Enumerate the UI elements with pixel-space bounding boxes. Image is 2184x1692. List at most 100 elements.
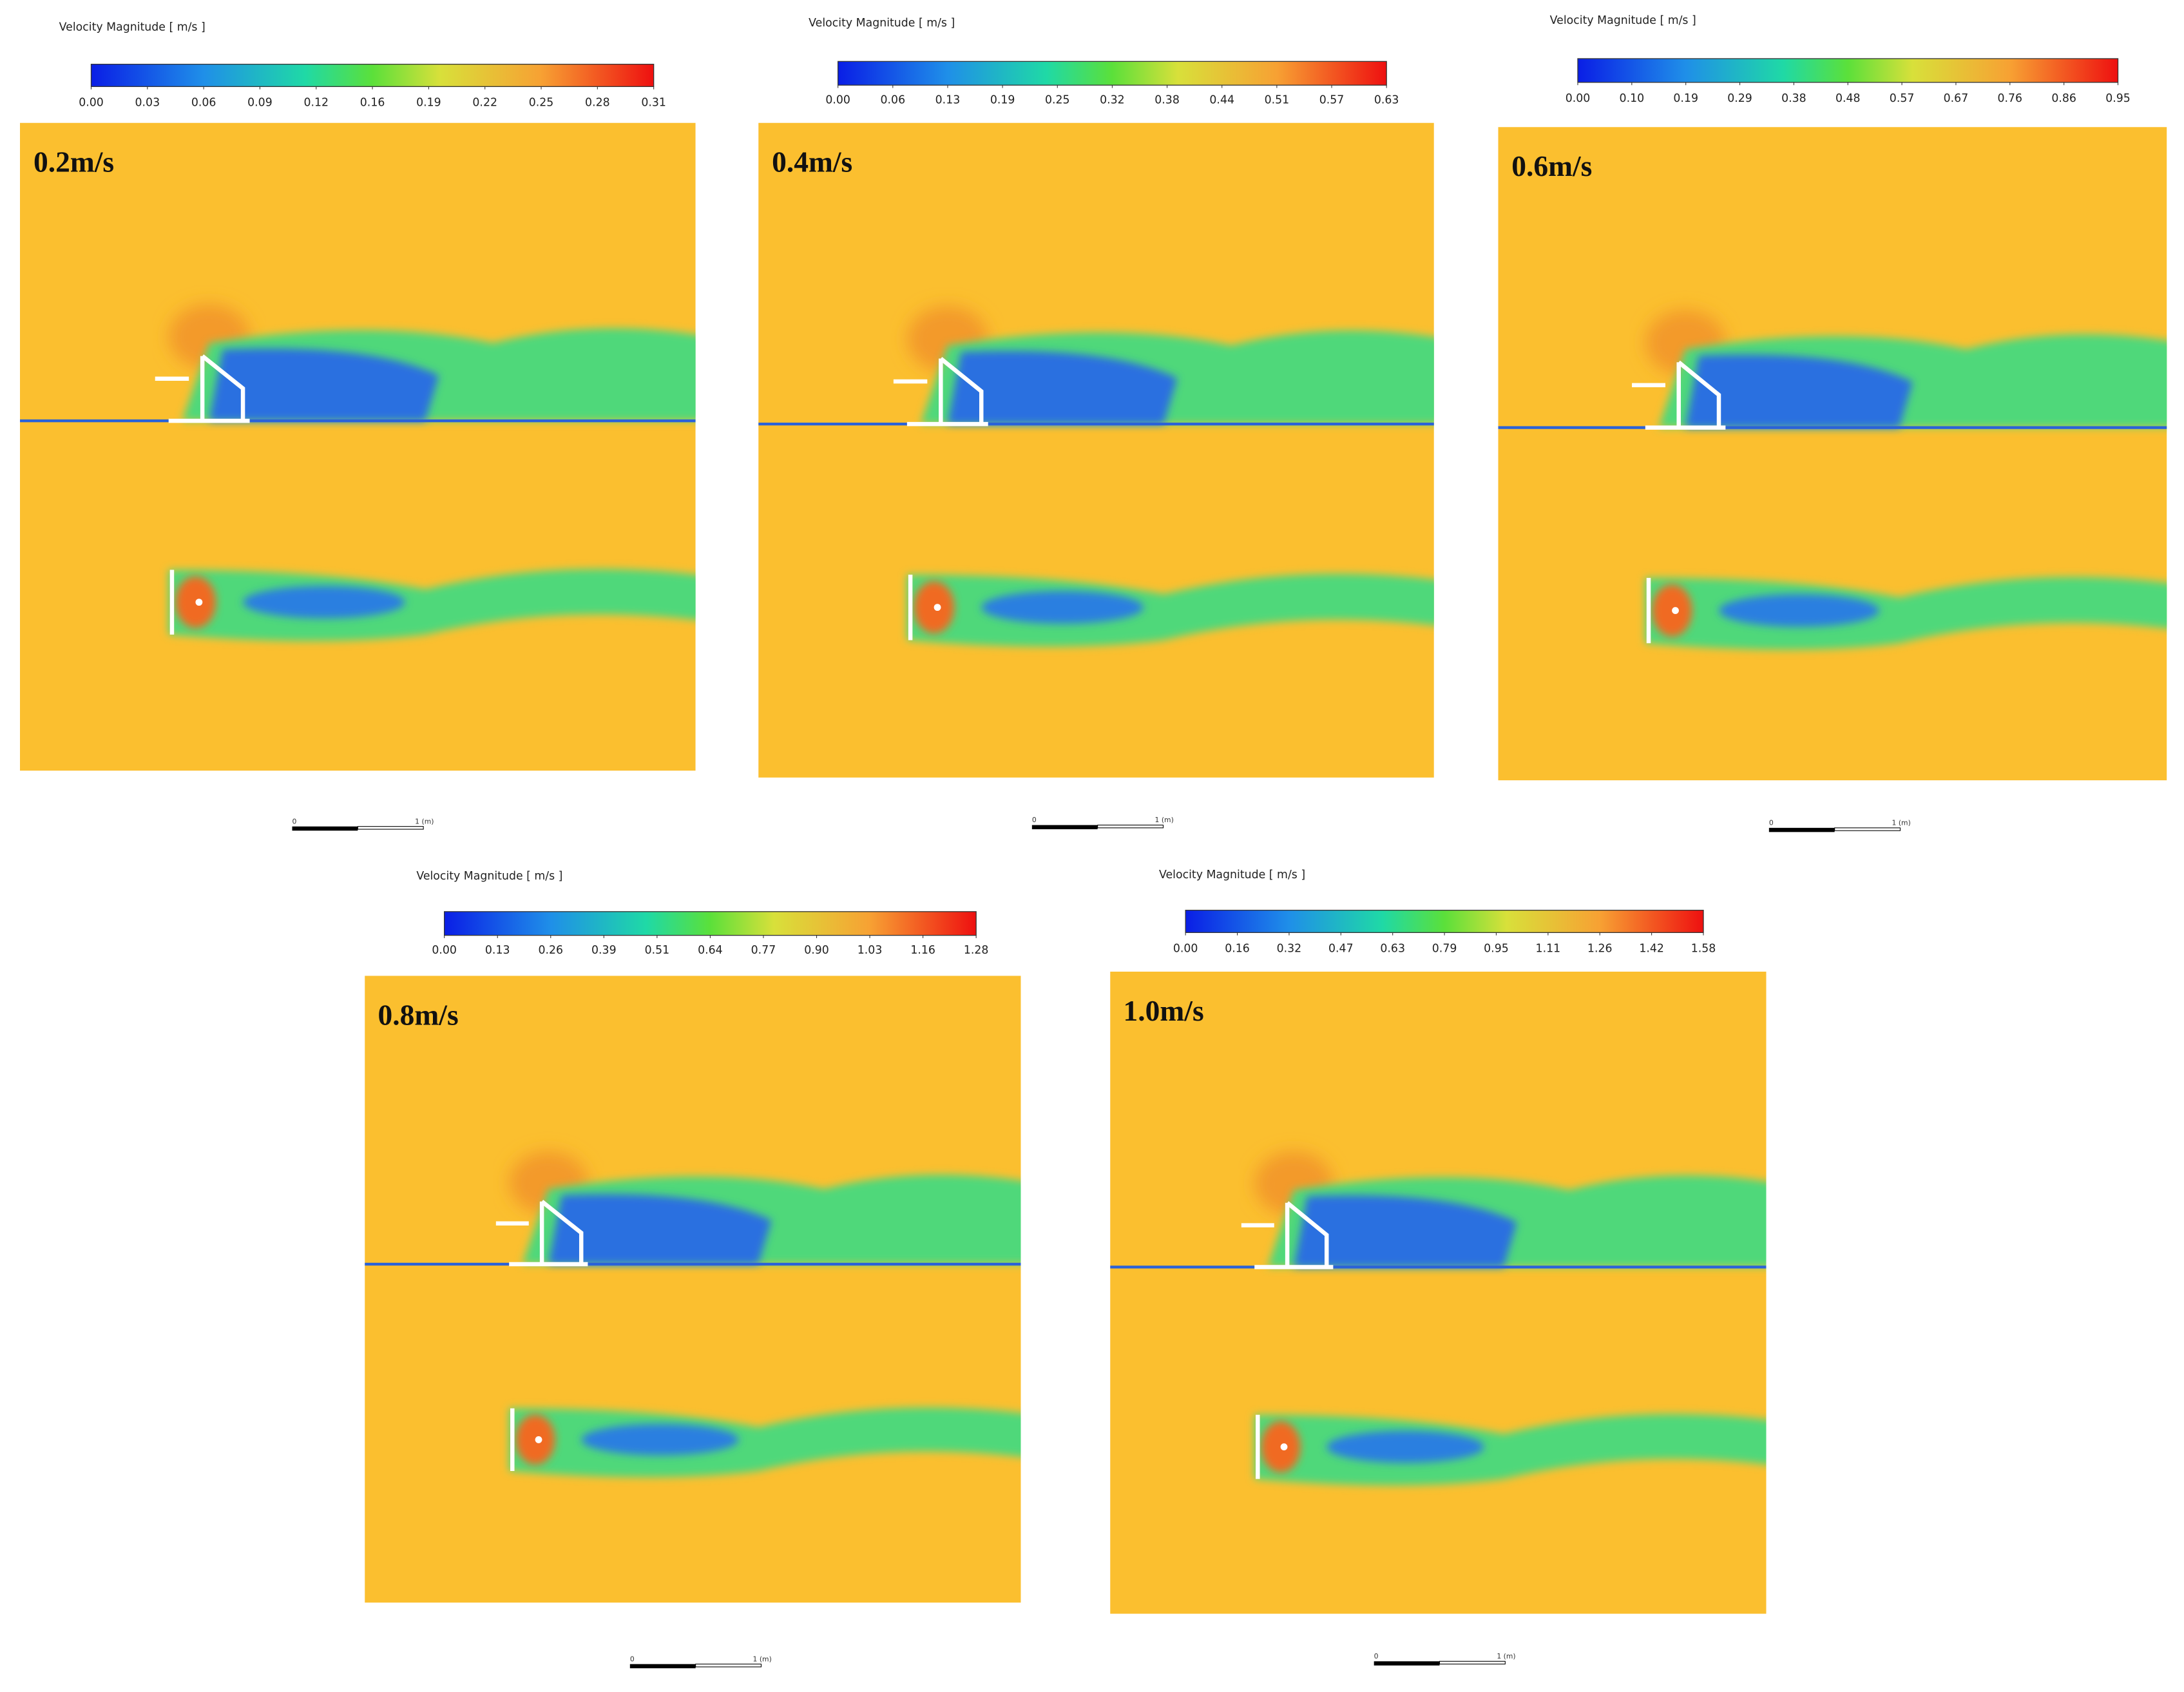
contour-field xyxy=(758,122,1434,778)
colorbar xyxy=(1185,910,1704,933)
scale-bar-white xyxy=(1097,824,1164,829)
contour-background xyxy=(365,976,1021,1603)
scale-start: 0 xyxy=(292,817,297,825)
colorbar-tick-label: 1.26 xyxy=(1587,943,1613,956)
scale-bar-white xyxy=(1439,1660,1506,1665)
speed-label: 1.0m/s xyxy=(1124,994,1204,1027)
colorbar-tick-label: 0.44 xyxy=(1209,93,1234,106)
speed-label: 0.6m/s xyxy=(1511,149,1592,182)
colorbar-tick-label: 0.32 xyxy=(1100,93,1125,106)
wake-top-core xyxy=(548,1194,772,1265)
wake-bottom-core xyxy=(581,1424,739,1456)
colorbar-tick-label: 0.51 xyxy=(1265,93,1290,106)
scale-bar-white xyxy=(357,826,424,830)
colorbar-tick-label: 0.38 xyxy=(1154,93,1180,106)
colorbar-tick-label: 0.13 xyxy=(485,944,510,957)
wake-top-core xyxy=(947,351,1178,425)
wall xyxy=(758,422,1434,426)
structure xyxy=(1632,360,1726,644)
panel: Velocity Magnitude [ m/s ] 0.00 0.10 0.19 0.… xyxy=(1498,14,2167,832)
hub xyxy=(195,599,203,606)
colorbar-tick-label: 1.42 xyxy=(1639,943,1664,956)
hub xyxy=(1672,607,1679,614)
scale-bar-black xyxy=(629,1664,696,1669)
wake-top-core xyxy=(209,348,439,421)
colorbar-tick-label: 0.95 xyxy=(2105,92,2131,105)
contour-field xyxy=(1110,972,1767,1614)
speed-label: 0.2m/s xyxy=(34,145,114,178)
scale-bar-white xyxy=(1834,827,1901,831)
panel: Velocity Magnitude [ m/s ] 0.00 0.16 0.32 0.… xyxy=(1110,869,1767,1666)
hub xyxy=(535,1436,542,1443)
structure xyxy=(893,356,988,640)
colorbar-tick-label: 0.16 xyxy=(360,97,385,110)
colorbar-tick-label: 0.63 xyxy=(1380,943,1405,956)
scale-end: 1 (m) xyxy=(1892,818,1910,827)
wake-bottom-core xyxy=(1327,1430,1484,1463)
colorbar-tick-label: 0.64 xyxy=(698,944,723,957)
wall xyxy=(365,1262,1021,1266)
colorbar-tick-label: 0.13 xyxy=(935,93,961,106)
wake-bottom-core xyxy=(981,591,1144,624)
legend-title: Velocity Magnitude [ m/s ] xyxy=(59,21,206,34)
speed-label: 0.4m/s xyxy=(772,145,852,178)
colorbar-tick-label: 0.25 xyxy=(529,97,554,110)
scale-end: 1 (m) xyxy=(415,817,434,825)
colorbar-tick-label: 0.67 xyxy=(1944,92,1969,105)
colorbar-tick-label: 0.19 xyxy=(990,93,1015,106)
wake-bottom-core xyxy=(1718,594,1880,627)
colorbar-tick-label: 0.79 xyxy=(1432,943,1457,956)
scale-end: 1 (m) xyxy=(752,1655,771,1663)
speed-label: 0.8m/s xyxy=(378,998,459,1031)
colorbar-tick-label: 0.57 xyxy=(1890,92,1915,105)
colorbar-tick-label: 0.00 xyxy=(825,93,850,106)
colorbar-tick-label: 0.57 xyxy=(1319,93,1345,106)
scale-start: 0 xyxy=(1374,1652,1379,1660)
scale-bar-black xyxy=(1374,1661,1440,1666)
colorbar-tick-label: 0.29 xyxy=(1727,92,1752,105)
structure xyxy=(155,354,250,635)
colorbar-tick-label: 0.19 xyxy=(1673,92,1698,105)
contour-background xyxy=(1498,127,2167,781)
scale-end: 1 (m) xyxy=(1497,1652,1515,1660)
contour-background xyxy=(1110,972,1767,1614)
scale-bar-black xyxy=(1768,827,1835,832)
colorbar-tick-label: 0.90 xyxy=(804,944,829,957)
legend-title: Velocity Magnitude [ m/s ] xyxy=(1159,869,1305,881)
colorbar-tick-label: 0.38 xyxy=(1781,92,1806,105)
scale-start: 0 xyxy=(1032,816,1037,824)
wall xyxy=(1498,426,2167,429)
colorbar-tick-label: 0.00 xyxy=(432,944,457,957)
legend-title: Velocity Magnitude [ m/s ] xyxy=(416,870,562,883)
wake-top-core xyxy=(1294,1195,1517,1267)
legend-title: Velocity Magnitude [ m/s ] xyxy=(1550,14,1696,27)
colorbar-tick-label: 1.58 xyxy=(1691,943,1716,956)
structure xyxy=(495,1200,588,1472)
wake-top-core xyxy=(1685,354,1913,428)
panel: Velocity Magnitude [ m/s ] 0.00 0.13 0.26 0.… xyxy=(365,870,1021,1669)
colorbar-tick-label: 0.00 xyxy=(1566,92,1591,105)
contour-background xyxy=(20,122,696,771)
scale-bar-black xyxy=(292,826,358,831)
colorbar-tick-label: 0.48 xyxy=(1835,92,1861,105)
colorbar-tick-label: 0.16 xyxy=(1225,943,1250,956)
colorbar-tick-label: 0.95 xyxy=(1484,943,1509,956)
contour-field xyxy=(365,976,1021,1603)
colorbar xyxy=(838,61,1387,86)
colorbar xyxy=(444,911,977,936)
scale-bar-black xyxy=(1031,825,1098,829)
colorbar-tick-label: 0.19 xyxy=(416,97,441,110)
colorbar-tick-label: 0.51 xyxy=(645,944,670,957)
scale-bar-white xyxy=(695,1664,762,1668)
colorbar-tick-label: 0.26 xyxy=(538,944,563,957)
colorbar-tick-label: 0.76 xyxy=(1998,92,2023,105)
colorbar-tick-label: 0.32 xyxy=(1277,943,1302,956)
panel: Velocity Magnitude [ m/s ] 0.00 0.03 0.06 0.… xyxy=(20,21,696,831)
panel: Velocity Magnitude [ m/s ] 0.00 0.06 0.13 0.… xyxy=(758,17,1434,829)
legend-title: Velocity Magnitude [ m/s ] xyxy=(809,17,955,30)
contour-field xyxy=(20,122,696,771)
colorbar-tick-label: 1.03 xyxy=(857,944,883,957)
colorbar-tick-label: 0.28 xyxy=(585,97,610,110)
colorbar-tick-label: 1.16 xyxy=(910,944,935,957)
colorbar-tick-label: 0.00 xyxy=(79,97,104,110)
